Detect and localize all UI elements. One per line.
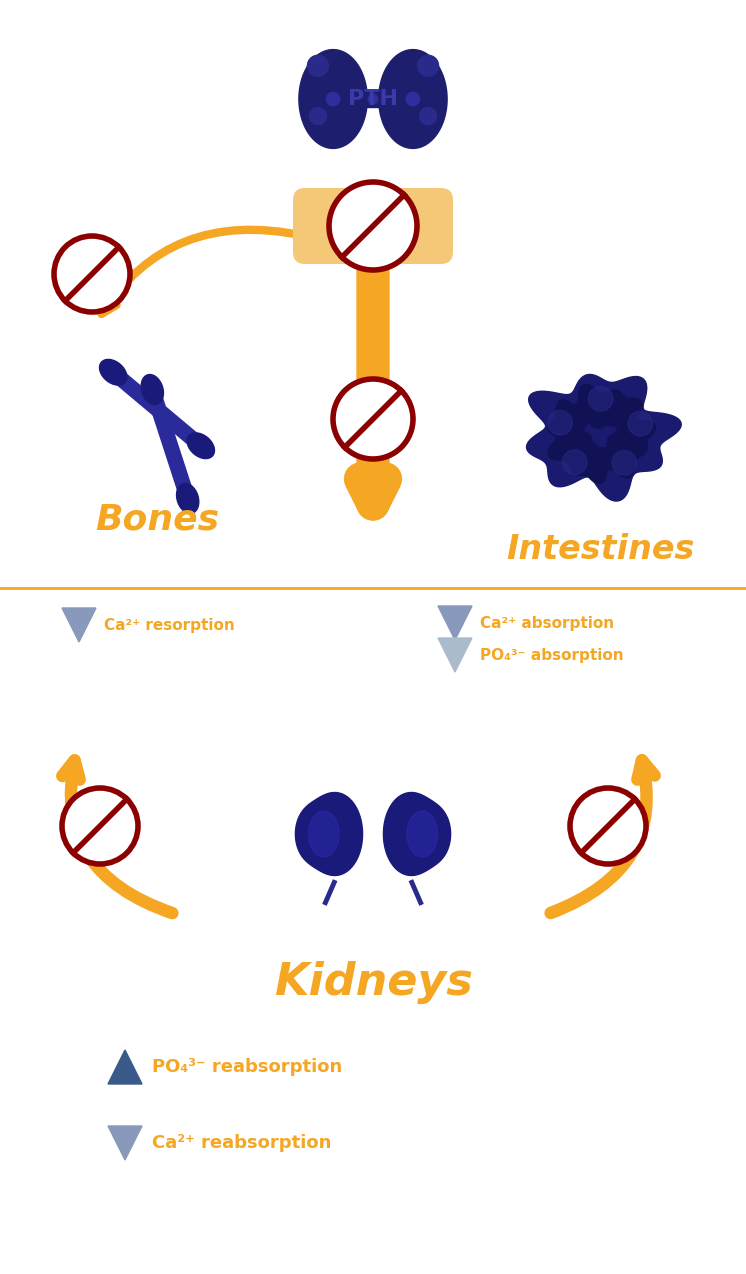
Text: PO₄³⁻ reabsorption: PO₄³⁻ reabsorption xyxy=(152,1057,342,1077)
Ellipse shape xyxy=(187,433,215,459)
Polygon shape xyxy=(145,387,195,501)
Circle shape xyxy=(628,412,653,436)
Text: Intestines: Intestines xyxy=(506,533,695,566)
Text: Kidneys: Kidneys xyxy=(274,961,472,1004)
Circle shape xyxy=(62,789,138,864)
Polygon shape xyxy=(548,400,592,443)
Ellipse shape xyxy=(177,483,198,513)
Polygon shape xyxy=(599,390,643,434)
Text: Calcitriol: Calcitriol xyxy=(335,606,411,622)
Text: Ca²⁺ reabsorption: Ca²⁺ reabsorption xyxy=(152,1134,331,1152)
Circle shape xyxy=(329,182,417,270)
Circle shape xyxy=(310,107,327,125)
Circle shape xyxy=(307,55,328,76)
Ellipse shape xyxy=(99,359,127,385)
Circle shape xyxy=(333,378,413,459)
Circle shape xyxy=(418,55,439,76)
Text: Parathyroid Glands: Parathyroid Glands xyxy=(276,168,470,186)
Polygon shape xyxy=(379,50,447,148)
Circle shape xyxy=(548,410,572,434)
Text: PO₄³⁻ absorption: PO₄³⁻ absorption xyxy=(480,647,624,662)
FancyBboxPatch shape xyxy=(293,189,453,264)
Circle shape xyxy=(562,450,587,474)
Text: PTH: PTH xyxy=(342,211,404,240)
Text: Ca²⁺ resorption: Ca²⁺ resorption xyxy=(104,618,235,632)
Polygon shape xyxy=(438,638,472,671)
Polygon shape xyxy=(109,367,205,451)
Polygon shape xyxy=(407,812,437,857)
Polygon shape xyxy=(527,375,681,501)
Circle shape xyxy=(369,94,377,103)
Polygon shape xyxy=(108,1050,142,1084)
Polygon shape xyxy=(295,792,363,875)
Polygon shape xyxy=(438,606,472,640)
Polygon shape xyxy=(571,385,615,428)
Polygon shape xyxy=(62,608,96,642)
Text: Bones: Bones xyxy=(95,502,219,536)
Circle shape xyxy=(407,92,419,106)
Polygon shape xyxy=(108,1126,142,1161)
Ellipse shape xyxy=(141,375,163,405)
Circle shape xyxy=(570,789,646,864)
Polygon shape xyxy=(612,412,656,456)
Polygon shape xyxy=(548,424,592,468)
Polygon shape xyxy=(599,434,643,478)
Circle shape xyxy=(589,386,613,412)
Polygon shape xyxy=(299,50,367,148)
Polygon shape xyxy=(571,440,615,483)
Text: PTH: PTH xyxy=(348,89,398,110)
Circle shape xyxy=(612,451,636,475)
Text: Calcitriol: Calcitriol xyxy=(335,925,411,939)
Circle shape xyxy=(327,92,339,106)
Text: Ca²⁺ absorption: Ca²⁺ absorption xyxy=(480,615,614,631)
Polygon shape xyxy=(383,792,451,875)
Polygon shape xyxy=(309,812,339,857)
Circle shape xyxy=(54,236,130,312)
Circle shape xyxy=(419,107,436,125)
Polygon shape xyxy=(356,92,390,107)
